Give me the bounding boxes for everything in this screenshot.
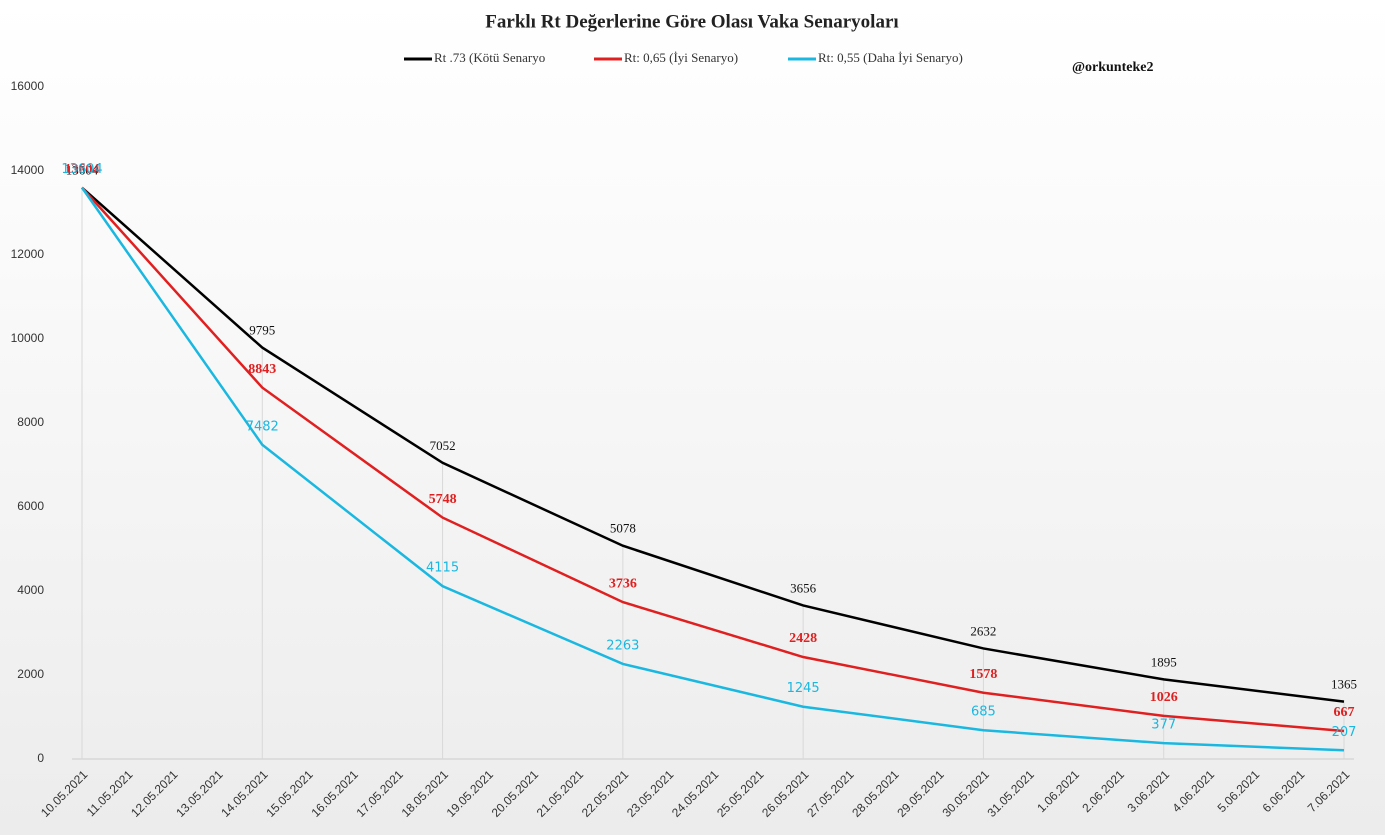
data-label: 1895 — [1151, 654, 1177, 669]
data-label: 3656 — [790, 580, 817, 595]
data-label: 13604 — [61, 162, 102, 177]
data-label: 1026 — [1150, 690, 1178, 705]
data-label: 7052 — [430, 438, 456, 453]
y-tick-label: 6000 — [17, 499, 44, 513]
y-tick-label: 0 — [37, 751, 44, 765]
legend-label: Rt: 0,55 (Daha İyi Senaryo) — [818, 50, 963, 65]
data-label: 5748 — [429, 492, 457, 507]
y-tick-label: 16000 — [11, 79, 45, 93]
chart-title: Farklı Rt Değerlerine Göre Olası Vaka Se… — [485, 11, 898, 32]
series-line — [81, 186, 1345, 703]
data-label: 4115 — [426, 561, 459, 576]
data-label: 377 — [1151, 718, 1176, 733]
y-tick-label: 2000 — [17, 667, 44, 681]
data-label: 2428 — [789, 631, 817, 646]
data-label: 8843 — [248, 362, 276, 377]
y-tick-label: 4000 — [17, 583, 44, 597]
data-label: 1245 — [787, 681, 820, 696]
data-label: 1578 — [969, 667, 997, 682]
y-tick-label: 10000 — [11, 331, 45, 345]
data-label: 685 — [971, 705, 996, 720]
legend-label: Rt .73 (Kötü Senaryo — [434, 50, 545, 65]
series-line — [80, 186, 1345, 752]
y-tick-label: 14000 — [11, 163, 45, 177]
annotation: @orkunteke2 — [1072, 60, 1153, 75]
data-label: 1365 — [1331, 677, 1357, 692]
y-tick-label: 12000 — [11, 247, 45, 261]
data-label: 7482 — [246, 419, 279, 434]
series-line — [81, 186, 1345, 733]
data-label: 2632 — [970, 623, 996, 638]
data-label: 13604 — [65, 162, 100, 177]
data-label: 207 — [1332, 725, 1357, 740]
legend-label: Rt: 0,65 (İyi Senaryo) — [624, 50, 738, 65]
data-label: 13604 — [66, 163, 99, 178]
data-label: 2263 — [606, 638, 639, 653]
data-label: 5078 — [610, 521, 636, 536]
data-label: 9795 — [249, 323, 275, 338]
data-label: 667 — [1334, 705, 1355, 720]
y-tick-label: 8000 — [17, 415, 44, 429]
data-label: 3736 — [609, 576, 637, 591]
